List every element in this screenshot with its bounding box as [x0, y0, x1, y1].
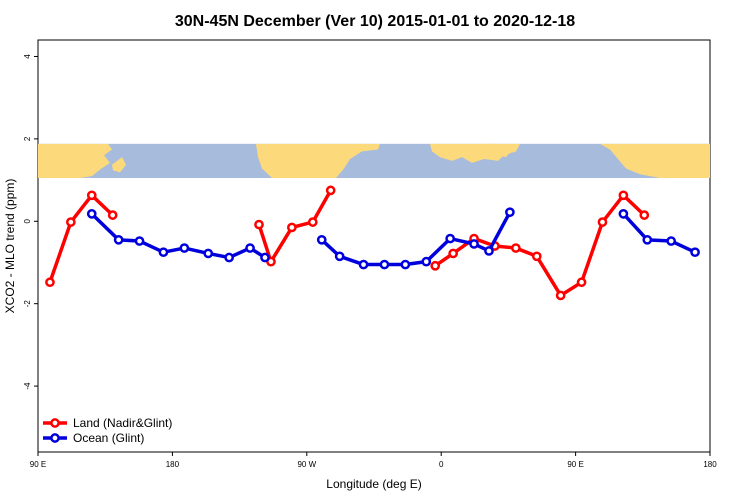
land-shape-4: [482, 143, 512, 158]
series-0-point-0-2: [86, 190, 97, 201]
land-shape-1: [112, 157, 126, 173]
series-1-point-1-5: [421, 256, 432, 267]
series-0: [45, 185, 650, 301]
series-1-point-1-2: [358, 259, 369, 270]
series-1: [86, 207, 700, 270]
series-0-point-2-9: [618, 190, 629, 201]
x-tick-label-0: 90 E: [30, 460, 46, 469]
legend: Land (Nadir&Glint)Ocean (Glint): [43, 416, 172, 445]
series-1-point-0-6: [224, 252, 234, 263]
legend-label-1: Ocean (Glint): [73, 431, 144, 445]
series-1-point-2-3: [690, 247, 700, 258]
x-axis: 90 E 180 90 W 0 90 E 180: [30, 452, 717, 469]
y-tick-label-4: 4: [23, 54, 32, 59]
chart-title: 30N-45N December (Ver 10) 2015-01-01 to …: [175, 13, 575, 30]
legend-swatch-marker-0: [50, 418, 60, 428]
series-1-line-1: [320, 211, 512, 267]
series-1-point-2-2: [666, 236, 677, 246]
legend-label-0: Land (Nadir&Glint): [73, 416, 172, 430]
series-0-point-2-6: [555, 290, 566, 301]
series-0-point-1-2: [287, 222, 297, 233]
series-1-point-1-1: [334, 251, 345, 262]
series-0-line-2: [434, 193, 646, 298]
y-axis: -4 -2 0 2 4: [23, 54, 38, 390]
series-1-point-1-7: [469, 239, 479, 249]
series-1-point-0-5: [203, 248, 214, 259]
series-0-point-1-4: [325, 185, 336, 196]
series-1-point-0-4: [179, 243, 190, 253]
series-0-point-2-8: [597, 217, 608, 227]
series-1-point-0-8: [260, 252, 270, 263]
series-1-point-2-0: [618, 209, 629, 219]
y-tick-label-3: 2: [23, 136, 32, 141]
x-tick-label-4: 90 E: [567, 460, 583, 469]
y-tick-label-2: 0: [23, 219, 32, 224]
series-0-point-2-1: [448, 248, 458, 259]
y-tick-label-0: -4: [23, 382, 32, 390]
series-1-point-0-1: [113, 234, 124, 245]
legend-swatch-marker-1: [50, 433, 60, 443]
x-tick-label-3: 0: [439, 460, 444, 469]
series-1-point-1-0: [316, 234, 327, 245]
series-1-point-1-6: [445, 233, 456, 244]
series-0-point-2-0: [430, 260, 441, 271]
series-1-point-0-0: [86, 209, 97, 219]
legend-item-1: Ocean (Glint): [43, 431, 144, 445]
series-1-point-2-1: [642, 234, 653, 245]
y-tick-label-1: -2: [23, 300, 32, 308]
x-axis-label: Longitude (deg E): [326, 477, 421, 491]
series-0-point-2-5: [531, 251, 542, 262]
land-shape-2: [256, 143, 380, 179]
series-1-point-0-3: [158, 247, 169, 258]
series-1-point-0-2: [134, 236, 145, 246]
plot-frame: [37, 39, 711, 453]
series-1-point-0-7: [245, 243, 255, 253]
series-1-line-2: [622, 212, 696, 254]
world-map-band: [38, 143, 710, 179]
series-0-point-1-3: [307, 217, 318, 227]
land-shape-6: [640, 155, 656, 173]
series-0-point-0-0: [45, 277, 55, 288]
series-1-point-1-9: [505, 207, 515, 218]
series-1-point-1-8: [484, 246, 494, 256]
series-1-point-1-3: [379, 259, 390, 270]
land-shape-5: [600, 143, 710, 179]
y-axis-label: XCO2 - MLO trend (ppm): [3, 179, 17, 314]
series-0-point-0-1: [66, 217, 76, 227]
series-1-point-1-4: [400, 259, 411, 270]
series-0-point-1-0: [254, 219, 264, 230]
x-tick-label-5: 180: [703, 460, 717, 469]
series-0-point-2-4: [511, 243, 521, 253]
x-tick-label-1: 180: [166, 460, 180, 469]
series-0-point-2-10: [639, 210, 650, 220]
series-0-line-0: [48, 193, 114, 283]
land-shape-0: [38, 143, 112, 179]
series-0-point-0-3: [107, 210, 118, 220]
x-tick-label-2: 90 W: [297, 460, 316, 469]
series-0-point-2-7: [576, 277, 587, 288]
series-layer: [45, 185, 700, 301]
legend-item-0: Land (Nadir&Glint): [43, 416, 172, 430]
